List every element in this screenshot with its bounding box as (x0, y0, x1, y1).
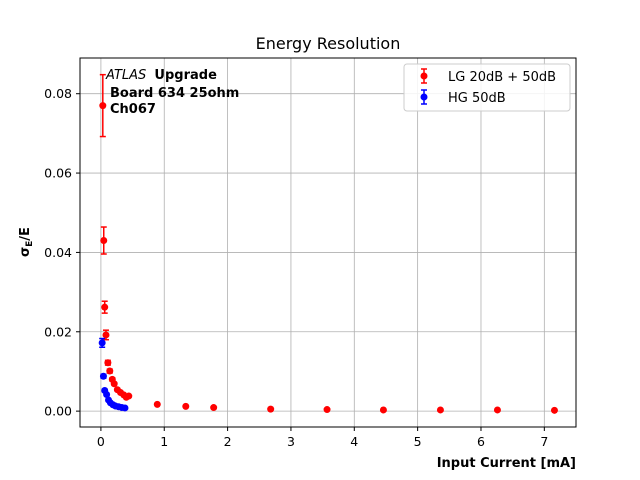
legend-label-lg: LG 20dB + 50dB (448, 70, 556, 85)
plot-frame (79, 57, 577, 428)
data-point (110, 380, 118, 388)
y-axis-label-sub: E (25, 241, 35, 247)
data-point (125, 392, 133, 400)
data-point (102, 331, 110, 339)
data-point (98, 339, 106, 347)
data-point (101, 303, 109, 311)
x-axis-label: Input Current [mA] (437, 456, 576, 471)
y-axis-label: σE/E (18, 227, 35, 257)
series-lg (99, 73, 558, 414)
channel-label: Ch067 (110, 102, 156, 117)
y-axis-label-main: σ (18, 247, 33, 257)
data-points (98, 73, 558, 414)
y-tick-label: 0.00 (44, 404, 72, 419)
data-point (210, 404, 218, 412)
y-axis-label-tail: /E (18, 227, 33, 241)
legend-label-hg: HG 50dB (448, 91, 506, 106)
x-tick-label: 0 (97, 434, 105, 449)
axis-ticks: 0 1 2 3 4 5 6 7 0.00 0.02 0.04 0.06 0.08 (44, 86, 548, 449)
y-tick-label: 0.04 (44, 245, 72, 260)
data-point (153, 400, 161, 408)
upgrade-label: Upgrade (154, 68, 217, 83)
data-point (436, 406, 444, 414)
data-point (121, 404, 129, 412)
data-point (100, 237, 108, 245)
x-tick-label: 4 (350, 434, 358, 449)
x-tick-label: 3 (287, 434, 295, 449)
atlas-label: ATLAS Upgrade (105, 68, 217, 83)
series-hg (98, 337, 129, 412)
data-point (104, 359, 112, 367)
y-tick-label: 0.08 (44, 86, 72, 101)
grid (80, 58, 576, 427)
chart-title: Energy Resolution (256, 34, 401, 53)
x-tick-label: 6 (477, 434, 485, 449)
data-point (550, 406, 558, 414)
x-tick-label: 1 (160, 434, 168, 449)
legend-marker-lg (420, 68, 428, 84)
atlas-italic: ATLAS (105, 68, 146, 83)
data-point (99, 372, 107, 380)
data-point (182, 402, 190, 410)
x-tick-label: 5 (414, 434, 422, 449)
x-tick-label: 2 (224, 434, 232, 449)
board-label: Board 634 25ohm (110, 86, 239, 101)
data-point (99, 102, 107, 110)
data-point (493, 406, 501, 414)
legend-box (403, 63, 571, 112)
data-point (379, 406, 387, 414)
x-tick-label: 7 (540, 434, 548, 449)
legend-marker-hg (420, 89, 428, 105)
data-point (103, 390, 111, 398)
y-tick-label: 0.02 (44, 324, 72, 339)
legend: LG 20dB + 50dB HG 50dB (403, 63, 571, 112)
y-tick-label: 0.06 (44, 166, 72, 181)
data-point (267, 405, 275, 413)
data-point (106, 367, 114, 375)
data-point (323, 406, 331, 414)
